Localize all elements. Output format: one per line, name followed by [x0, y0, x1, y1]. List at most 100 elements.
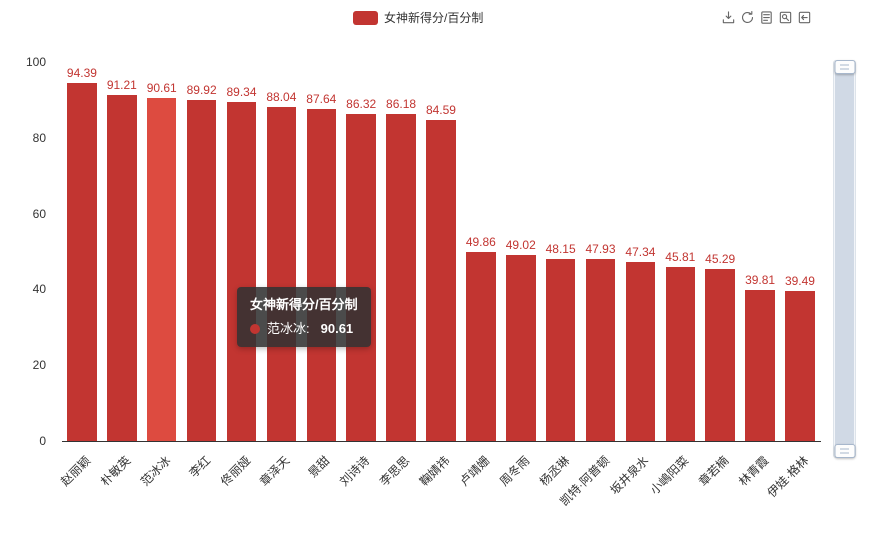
bar-value-label: 88.04 [266, 90, 297, 105]
x-axis: 赵丽颖 朴敏英 范冰冰 李红 佟丽娅 章泽天 景甜 刘诗诗 李思思 鞠婧祎 卢靖姗 周冬雨 杨丞琳 凯特·… [58, 448, 820, 528]
bar-value-label: 39.49 [784, 274, 815, 289]
plot-area: 94.39 91.21 90.61 89.92 89.34 88.04 87.64 86.32… [62, 62, 820, 441]
x-axis-slot: 佟丽娅 [217, 448, 262, 528]
bar-value-label: 86.32 [346, 96, 377, 111]
bar-value-label: 86.18 [386, 97, 417, 112]
bar-朴敏英[interactable] [107, 95, 137, 441]
y-axis-tick-label: 20 [32, 358, 46, 373]
bar-value-label: 89.92 [186, 83, 217, 98]
data-view-icon[interactable] [759, 10, 774, 25]
x-axis-label: 李红 [186, 453, 213, 481]
datazoom-slider[interactable] [833, 60, 856, 458]
data-zoom-reset-icon[interactable] [797, 10, 812, 25]
bar-value-label: 45.81 [665, 250, 696, 265]
toolbox [721, 10, 812, 25]
x-axis-slot: 范冰冰 [138, 448, 182, 528]
bar-slot: 89.34 [222, 62, 262, 441]
x-axis-slot: 景甜 [301, 448, 341, 528]
bar-slot: 47.34 [620, 62, 660, 441]
x-axis-slot: 朴敏英 [98, 448, 142, 528]
data-zoom-icon[interactable] [778, 10, 793, 25]
restore-icon[interactable] [740, 10, 755, 25]
x-axis-label: 鞠婧祎 [416, 453, 453, 489]
bar-slot: 39.81 [740, 62, 780, 441]
y-axis-tick-label: 60 [32, 206, 46, 221]
bar-slot: 84.59 [421, 62, 461, 441]
y-axis: 0 20 40 60 80 100 [0, 55, 54, 448]
y-axis-tick-label: 100 [25, 55, 46, 69]
bar-刘诗诗[interactable] [346, 113, 376, 441]
datazoom-handle-top[interactable] [834, 60, 855, 74]
bar-slot: 91.21 [102, 62, 142, 441]
y-axis-tick-label: 0 [39, 434, 46, 448]
bar-卢靖姗[interactable] [466, 252, 496, 441]
bar-value-label: 47.93 [585, 242, 616, 257]
x-axis-label: 周冬雨 [496, 453, 533, 489]
bar-value-label: 94.39 [66, 66, 97, 81]
x-axis-slot: 章若楠 [696, 448, 740, 528]
x-axis-label: 卢靖姗 [456, 453, 493, 489]
x-axis-label: 杨丞琳 [536, 453, 572, 489]
bar-佟丽娅[interactable] [226, 102, 257, 441]
x-axis-label: 章泽天 [257, 453, 293, 489]
bar-value-label: 49.02 [505, 238, 536, 253]
bar-value-label: 45.29 [705, 252, 736, 267]
bar-slot: 47.93 [581, 62, 621, 441]
save-as-image-icon[interactable] [721, 10, 736, 25]
bar-坂井泉水[interactable] [625, 261, 656, 441]
bar-景甜[interactable] [306, 108, 337, 441]
bar-slot: 39.49 [780, 62, 820, 441]
x-axis-label: 佟丽娅 [217, 453, 253, 489]
bar-赵丽颖[interactable] [67, 83, 97, 441]
bar-slot: 45.29 [700, 62, 740, 441]
bar-slot: 49.02 [501, 62, 541, 441]
bar-章泽天[interactable] [266, 107, 297, 441]
x-axis-slot: 鞠婧祎 [417, 448, 461, 528]
bar-value-label: 89.34 [226, 85, 257, 100]
bar-李思思[interactable] [386, 114, 416, 441]
bar-value-label: 90.61 [146, 80, 177, 95]
legend-item[interactable]: 女神新得分/百分制 [353, 9, 483, 26]
x-axis-slot: 卢靖姗 [457, 448, 501, 528]
bar-slot: 45.81 [660, 62, 700, 441]
bar-value-label: 87.64 [306, 91, 337, 106]
y-axis-tick-label: 40 [32, 282, 46, 297]
legend-label: 女神新得分/百分制 [384, 11, 484, 25]
bar-李红[interactable] [186, 100, 217, 441]
bar-slot: 89.92 [182, 62, 222, 441]
x-axis-slot: 章泽天 [257, 448, 301, 528]
datazoom-selected-range[interactable] [835, 68, 854, 450]
bar-凯特·阿普顿[interactable] [585, 259, 616, 441]
x-axis-slot: 周冬雨 [497, 448, 541, 528]
bar-范冰冰[interactable] [146, 97, 177, 441]
bar-小嶋阳菜[interactable] [665, 267, 696, 441]
bar-value-label: 39.81 [745, 273, 776, 288]
bar-slot: 86.32 [341, 62, 381, 441]
x-axis-slot: 赵丽颖 [58, 448, 102, 528]
bar-鞠婧祎[interactable] [426, 120, 456, 441]
bar-林青霞[interactable] [745, 290, 775, 441]
bar-slot: 90.61 [142, 62, 182, 441]
bar-slot: 87.64 [301, 62, 341, 441]
y-axis-tick-label: 80 [32, 130, 46, 145]
x-axis-slot: 李红 [182, 448, 222, 528]
x-axis-slot: 小嶋阳菜 [648, 448, 700, 528]
bar-周冬雨[interactable] [505, 255, 536, 441]
bar-伊娃·格林[interactable] [785, 291, 815, 441]
bar-章若楠[interactable] [705, 269, 735, 441]
x-axis-label: 景甜 [305, 453, 333, 481]
x-axis-slot: 李思思 [377, 448, 421, 528]
bar-slot: 94.39 [62, 62, 102, 441]
bar-value-label: 47.34 [625, 244, 656, 259]
x-axis-slot: 伊娃·格林 [765, 448, 820, 528]
bar-value-label: 84.59 [425, 103, 456, 118]
bar-value-label: 91.21 [106, 78, 137, 93]
x-axis-line [62, 441, 821, 442]
x-axis-label: 朴敏英 [97, 453, 134, 489]
bar-value-label: 49.86 [465, 235, 496, 250]
datazoom-handle-bottom[interactable] [834, 444, 855, 458]
x-axis-label: 赵丽颖 [57, 453, 94, 489]
bar-杨丞琳[interactable] [545, 258, 576, 441]
x-axis-label: 范冰冰 [137, 453, 174, 489]
